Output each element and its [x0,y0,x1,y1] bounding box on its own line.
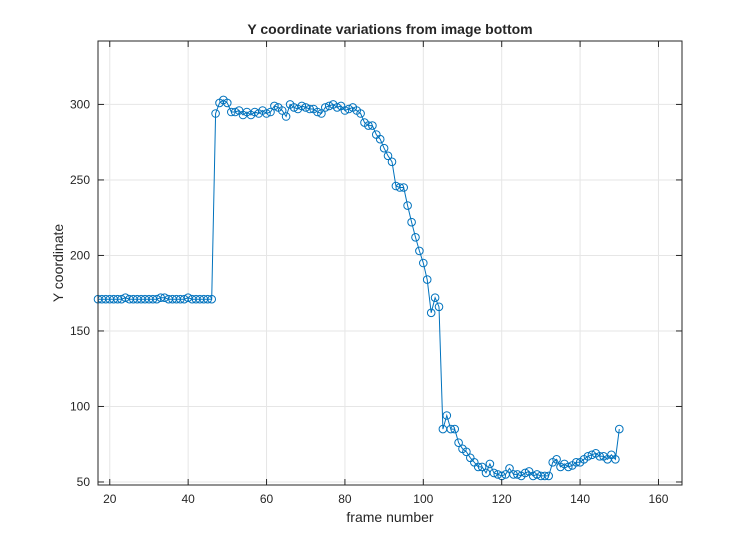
data-point [407,217,416,227]
data-point [595,452,605,461]
data-point [230,107,240,117]
data-point [379,143,389,153]
x-axis-label: frame number [346,509,433,525]
data-point [368,121,377,130]
data-point [266,107,275,117]
data-point [387,157,397,167]
data-point [422,275,432,284]
data-point [520,468,530,478]
data-point [340,106,350,115]
data-point [211,109,220,118]
data-point [321,103,330,112]
y-tick-label: 150 [70,324,90,338]
data-point [223,98,232,108]
data-point [430,293,440,303]
data-point [317,109,326,118]
data-point [544,471,554,481]
x-tick-label: 80 [338,492,352,506]
data-point [277,106,287,115]
data-point [485,459,495,469]
data-point [344,104,354,114]
data-point [324,101,334,111]
data-point [552,455,561,464]
y-tick-label: 200 [70,248,90,262]
data-point [446,424,456,434]
data-point [442,411,452,420]
x-tick-label: 60 [260,492,274,506]
data-point [434,302,444,312]
data-point [156,293,165,303]
data-point [426,308,436,318]
data-point [399,183,409,192]
y-tick-label: 250 [70,173,90,187]
data-point [332,103,342,112]
x-tick-label: 40 [181,492,195,506]
data-point [305,104,315,114]
data-point [297,101,307,111]
data-point [450,424,460,434]
data-point [364,121,373,130]
data-point [615,424,624,434]
data-point [121,293,130,303]
data-point [356,109,365,118]
y-tick-label: 100 [70,399,90,413]
axis-ticks: 20 40 60 80 100 120 140 160 50 100 150 200 250 300 [70,41,682,506]
data-point [415,246,424,256]
data-point [395,183,405,192]
data-point [160,293,169,303]
data-point [281,112,291,121]
data-point [583,452,593,461]
data-series [93,95,624,481]
data-point [505,464,514,473]
chart-title: Y coordinate variations from image botto… [247,21,532,37]
data-point [375,134,385,144]
x-tick-label: 160 [648,492,668,506]
data-point [564,462,573,472]
data-point [207,294,216,304]
data-point [489,468,499,478]
axes-box [97,40,683,486]
data-point [270,101,279,111]
x-tick-label: 20 [103,492,117,506]
data-point [203,294,212,304]
data-point [611,455,620,464]
data-point [540,471,550,481]
y-tick-label: 300 [70,97,90,111]
data-point [403,201,412,210]
data-point [313,107,322,117]
data-point [383,151,393,161]
x-tick-label: 100 [413,492,433,506]
data-point [477,462,487,472]
data-point [419,258,428,268]
data-point [262,109,271,118]
plot-area [98,41,682,485]
x-tick-label: 140 [570,492,590,506]
data-point [571,458,581,467]
y-axis-label: Y coordinate [50,224,66,303]
data-point [411,233,420,242]
data-point [183,293,193,303]
data-point [462,447,471,457]
x-tick-label: 120 [492,492,512,506]
data-point [473,462,483,472]
data-point [454,438,463,448]
data-point [301,103,311,112]
y-tick-label: 50 [77,475,91,489]
